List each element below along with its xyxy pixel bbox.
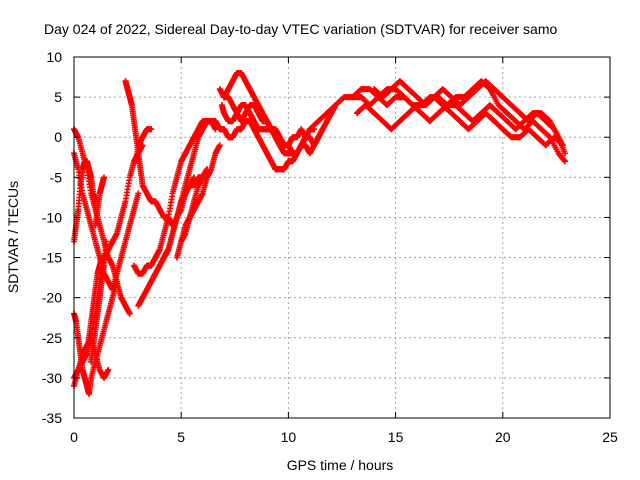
data-point xyxy=(545,133,552,140)
data-point xyxy=(216,142,223,149)
y-tick-label: 10 xyxy=(46,49,62,65)
series-sat-g xyxy=(83,254,105,357)
series-sat-k xyxy=(131,118,219,277)
y-tick-label: -10 xyxy=(42,209,62,225)
y-axis-label: SDTVAR / TECUs xyxy=(5,181,21,293)
x-axis-label: GPS time / hours xyxy=(287,457,394,473)
data-point xyxy=(103,238,110,245)
y-tick-label: -5 xyxy=(50,169,63,185)
y-tick-label: -35 xyxy=(42,410,62,426)
series-sat-h xyxy=(88,238,110,365)
series-sat-i xyxy=(92,174,108,229)
grid xyxy=(74,57,610,418)
x-tick-labels: 0 5 10 15 20 25 xyxy=(70,429,618,445)
data-point xyxy=(559,142,566,149)
data-points xyxy=(71,70,568,397)
series-sat-w xyxy=(371,78,566,149)
y-tick-labels: -35 -30 -25 -20 -15 -10 -5 0 5 10 xyxy=(42,49,62,426)
data-point xyxy=(203,166,210,173)
data-point xyxy=(561,150,568,157)
series-sat-u xyxy=(349,86,568,157)
axis-ticks xyxy=(73,56,611,419)
y-tick-label: -15 xyxy=(42,250,62,266)
x-tick-label: 0 xyxy=(70,429,78,445)
series-sat-p xyxy=(178,166,210,245)
data-point xyxy=(135,190,142,197)
series-sat-l xyxy=(133,126,155,165)
y-tick-label: -20 xyxy=(42,290,62,306)
y-tick-label: 5 xyxy=(54,89,62,105)
data-point xyxy=(148,126,155,133)
data-point xyxy=(561,157,568,164)
data-point xyxy=(113,278,120,285)
y-tick-label: -25 xyxy=(42,330,62,346)
data-point xyxy=(550,125,557,132)
chart-title: Day 024 of 2022, Sidereal Day-to-day VTE… xyxy=(44,21,557,37)
plot-frame xyxy=(73,56,611,419)
x-tick-label: 15 xyxy=(388,429,404,445)
y-tick-label: -30 xyxy=(42,370,62,386)
x-tick-label: 5 xyxy=(177,429,185,445)
data-point xyxy=(101,174,108,181)
data-point xyxy=(105,366,112,373)
series-sat-d xyxy=(71,278,120,397)
data-point xyxy=(126,310,133,317)
data-point xyxy=(561,158,568,165)
x-tick-label: 10 xyxy=(281,429,297,445)
y-tick-label: 0 xyxy=(54,129,62,145)
x-tick-label: 20 xyxy=(495,429,511,445)
series-sat-s xyxy=(221,94,339,157)
x-tick-label: 25 xyxy=(602,429,618,445)
series-sat-v xyxy=(354,94,566,149)
